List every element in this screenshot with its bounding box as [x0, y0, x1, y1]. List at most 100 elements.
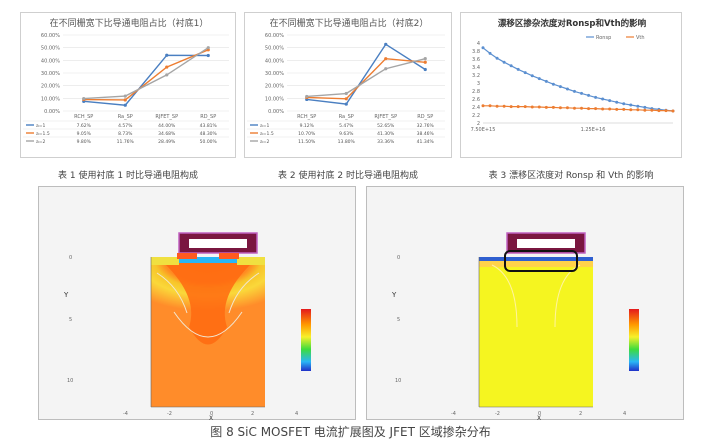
data-point — [629, 103, 633, 107]
data-point — [488, 104, 492, 108]
table-cell: 9.12% — [300, 123, 315, 129]
data-point — [572, 89, 576, 93]
legend-label: a=2 — [260, 139, 270, 145]
table-cell: 9.80% — [77, 139, 92, 145]
y-tick-label: 0.00% — [268, 109, 284, 115]
legend-label: a=1 — [260, 123, 270, 129]
data-point — [516, 67, 520, 71]
y-tick-label: 60.00% — [265, 33, 284, 39]
data-point — [580, 106, 584, 110]
table-cell: 8.73% — [118, 131, 133, 137]
table-cell: 9.05% — [77, 131, 92, 137]
table-cell: 44.00% — [158, 123, 176, 129]
data-point — [601, 107, 605, 111]
data-point — [587, 93, 591, 97]
table-cell: 52.65% — [377, 123, 395, 129]
data-point — [558, 106, 562, 110]
series-line — [306, 57, 426, 100]
series-line — [306, 43, 426, 105]
svg-text:5: 5 — [397, 317, 400, 323]
data-point — [587, 107, 591, 111]
data-point — [82, 96, 86, 101]
data-point — [565, 106, 569, 110]
data-point — [643, 105, 647, 109]
data-point — [488, 51, 492, 55]
chart-substrate1: 在不同栅宽下比导通电阻占比（衬底1） 0.00% 10.00% 20.00% 30.00… — [23, 17, 229, 145]
y-tick-label: 2.4 — [472, 105, 480, 111]
data-point — [165, 53, 169, 57]
data-point — [123, 103, 127, 107]
data-point — [629, 108, 633, 112]
data-point — [344, 97, 348, 101]
svg-text:2: 2 — [579, 411, 582, 417]
sim-image-jfet-doping: 0 5 10 Y -4 -2 0 2 4 X — [366, 186, 684, 422]
svg-text:0: 0 — [69, 255, 72, 261]
svg-text:0: 0 — [538, 411, 541, 417]
table-cell: 32.76% — [417, 123, 435, 129]
data-point — [650, 108, 654, 112]
x-tick-label: Ra_SP — [118, 114, 133, 120]
chart-title: 在不同栅宽下比导通电阻占比（衬底2） — [270, 17, 429, 29]
y-tick-label: 3 — [477, 81, 480, 87]
jfet-doping-plot: 0 5 10 Y -4 -2 0 2 4 X — [391, 232, 639, 422]
svg-text:X: X — [209, 415, 213, 421]
series-line — [483, 105, 674, 112]
series-line — [83, 47, 209, 100]
svg-text:10: 10 — [395, 378, 401, 384]
data-point — [608, 107, 612, 111]
y-tick-label: 50.00% — [265, 46, 284, 52]
chart-doping: 漂移区掺杂浓度对Ronsp和Vth的影响 2 2.2 2.4 2.6 2.8 3 3.2 3.4… — [471, 18, 675, 133]
data-point — [594, 95, 598, 99]
data-point — [516, 105, 520, 109]
legend-label: a=1.5 — [260, 131, 274, 137]
data-point — [509, 64, 513, 68]
table-cell: 4.57% — [118, 123, 133, 129]
series-line — [83, 49, 209, 101]
data-point — [509, 105, 513, 109]
data-point — [305, 94, 309, 99]
table-cell: 11.50% — [298, 139, 316, 145]
svg-text:Y: Y — [63, 291, 69, 299]
chart-panel-substrate1: 在不同栅宽下比导通电阻占比（衬底1） 0.00% 10.00% 20.00% 30.00… — [20, 12, 236, 158]
table-cell: 41.30% — [377, 131, 395, 137]
x-tick-label: Ra_SP — [339, 114, 354, 120]
figure-caption: 图 8 SiC MOSFET 电流扩展图及 JFET 区域掺杂分布 — [210, 425, 491, 439]
y-tick-label: 3.8 — [472, 49, 480, 55]
data-point — [502, 104, 506, 108]
legend-label: a=1.5 — [36, 131, 50, 137]
data-point — [643, 108, 647, 112]
data-point — [502, 60, 506, 64]
table-cell: 10.70% — [298, 131, 316, 137]
table-cell: 38.46% — [417, 131, 435, 137]
data-point — [165, 65, 169, 69]
svg-text:2: 2 — [251, 411, 254, 417]
series-line — [482, 47, 674, 112]
table-cell: 50.00% — [200, 139, 218, 145]
y-tick-label: 2 — [477, 121, 480, 127]
data-point — [565, 87, 569, 91]
svg-text:X: X — [537, 415, 541, 421]
y-tick-label: 3.6 — [472, 57, 480, 63]
data-point — [537, 105, 541, 109]
data-point — [622, 102, 626, 106]
legend-label: a=1 — [36, 123, 46, 129]
table-caption-3: 表 3 漂移区浓度对 Ronsp 和 Vth 的影响 — [488, 171, 654, 181]
data-point — [594, 107, 598, 111]
data-point — [608, 99, 612, 103]
svg-text:5: 5 — [69, 317, 72, 323]
svg-text:-4: -4 — [451, 411, 456, 417]
data-point — [384, 67, 388, 71]
table-cell: 43.81% — [200, 123, 218, 129]
data-point — [206, 46, 210, 50]
table-cell: 11.76% — [117, 139, 135, 145]
table-cell: 41.34% — [417, 139, 435, 145]
legend-label: Vth — [636, 35, 645, 41]
data-point — [537, 77, 541, 81]
data-point — [544, 79, 548, 83]
chart-panel-doping: 漂移区掺杂浓度对Ronsp和Vth的影响 2 2.2 2.4 2.6 2.8 3 3.2 3.4… — [460, 12, 682, 158]
y-tick-label: 3.2 — [472, 73, 480, 79]
x-tick-label: RCH_SP — [297, 114, 316, 120]
y-tick-label: 10.00% — [41, 96, 60, 102]
table-cell: 28.49% — [158, 139, 176, 145]
sim-image-current-spread: 0 5 10 Y -4 -2 0 2 4 X — [38, 186, 356, 422]
